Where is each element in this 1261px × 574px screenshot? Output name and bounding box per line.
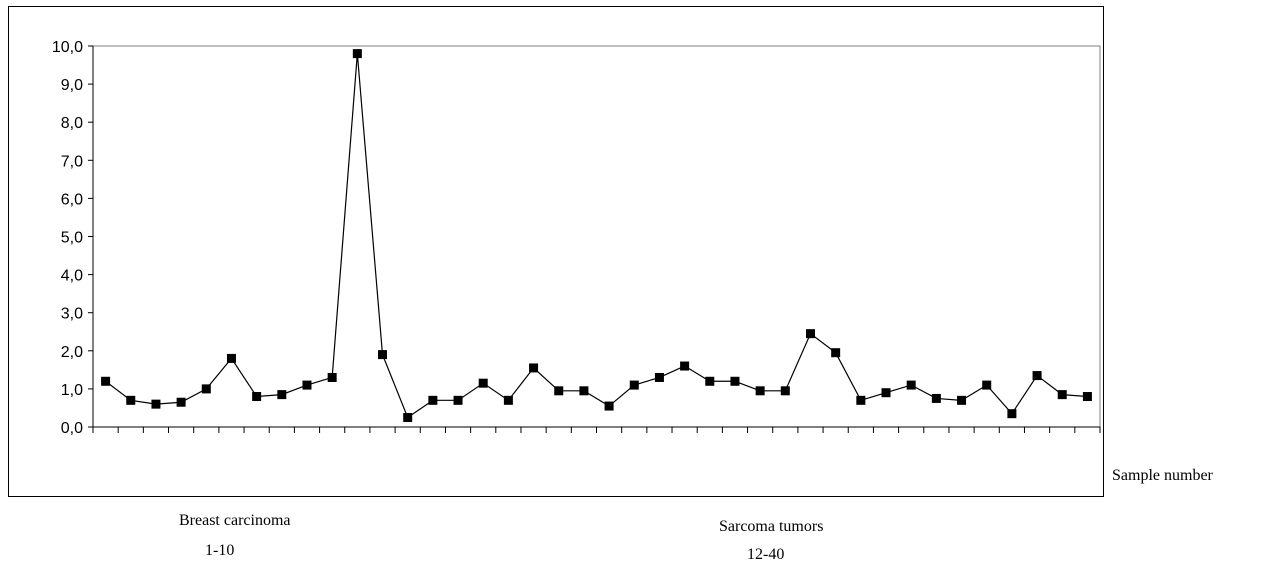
data-point-28 bbox=[780, 386, 790, 396]
data-point-22 bbox=[629, 380, 639, 390]
data-point-10 bbox=[327, 372, 337, 382]
data-point-2 bbox=[126, 395, 136, 405]
data-point-13 bbox=[403, 412, 413, 422]
x-axis-label: Sample number bbox=[1112, 467, 1213, 484]
chart-frame: 0,0 1,0 2,0 3,0 4,0 5,0 6,0 7,0 8,0 9,0 10,0 bbox=[8, 6, 1104, 497]
data-point-1 bbox=[101, 376, 111, 386]
data-point-8 bbox=[277, 390, 287, 400]
y-axis: 0,0 1,0 2,0 3,0 4,0 5,0 6,0 7,0 8,0 9,0 10,0 bbox=[52, 39, 94, 437]
data-point-25 bbox=[705, 376, 715, 386]
data-point-16 bbox=[478, 378, 488, 388]
data-point-32 bbox=[881, 388, 891, 398]
group-range-sarcoma-tumors: 12-40 bbox=[747, 546, 785, 563]
data-point-23 bbox=[654, 372, 664, 382]
y-tick-label: 10,0 bbox=[52, 39, 83, 56]
group-label-sarcoma-tumors: Sarcoma tumors bbox=[719, 518, 824, 535]
data-point-17 bbox=[503, 395, 513, 405]
y-tick-label: 2,0 bbox=[61, 344, 83, 361]
y-tick-label: 6,0 bbox=[61, 191, 83, 208]
y-tick-label: 8,0 bbox=[61, 115, 83, 132]
data-point-3 bbox=[151, 399, 161, 409]
data-point-35 bbox=[957, 395, 967, 405]
data-point-33 bbox=[906, 380, 916, 390]
group-range-breast-carcinoma: 1-10 bbox=[205, 542, 235, 559]
data-point-19 bbox=[554, 386, 564, 396]
data-point-14 bbox=[428, 395, 438, 405]
data-point-7 bbox=[252, 392, 262, 402]
data-point-36 bbox=[982, 380, 992, 390]
plot-area: 0,0 1,0 2,0 3,0 4,0 5,0 6,0 7,0 8,0 9,0 10,0 bbox=[52, 39, 1101, 437]
data-point-29 bbox=[805, 329, 815, 339]
plot-border bbox=[92, 45, 1101, 428]
data-point-15 bbox=[453, 395, 463, 405]
y-tick-label: 5,0 bbox=[61, 230, 83, 247]
y-tick-label: 3,0 bbox=[61, 306, 83, 323]
data-point-4 bbox=[176, 397, 186, 407]
data-point-11 bbox=[352, 49, 362, 59]
data-point-24 bbox=[680, 361, 690, 371]
data-point-30 bbox=[831, 348, 841, 358]
data-series bbox=[101, 49, 1092, 422]
data-point-34 bbox=[931, 393, 941, 403]
data-point-40 bbox=[1082, 392, 1092, 402]
y-tick-label: 0,0 bbox=[61, 420, 83, 437]
data-point-18 bbox=[529, 363, 539, 373]
data-point-37 bbox=[1007, 409, 1017, 419]
data-point-5 bbox=[201, 384, 211, 394]
group-label-breast-carcinoma: Breast carcinoma bbox=[179, 512, 291, 529]
data-point-39 bbox=[1057, 390, 1067, 400]
data-point-38 bbox=[1032, 371, 1042, 381]
series-line bbox=[105, 53, 1088, 419]
data-point-26 bbox=[730, 376, 740, 386]
y-tick-label: 9,0 bbox=[61, 77, 83, 94]
y-tick-label: 1,0 bbox=[61, 382, 83, 399]
data-point-6 bbox=[226, 353, 236, 363]
y-tick-label: 7,0 bbox=[61, 153, 83, 170]
data-point-21 bbox=[604, 401, 614, 411]
x-axis bbox=[92, 426, 1101, 433]
data-point-9 bbox=[302, 380, 312, 390]
data-point-12 bbox=[378, 350, 388, 360]
data-point-31 bbox=[856, 395, 866, 405]
data-point-27 bbox=[755, 386, 765, 396]
y-tick-label: 4,0 bbox=[61, 268, 83, 285]
data-point-20 bbox=[579, 386, 589, 396]
